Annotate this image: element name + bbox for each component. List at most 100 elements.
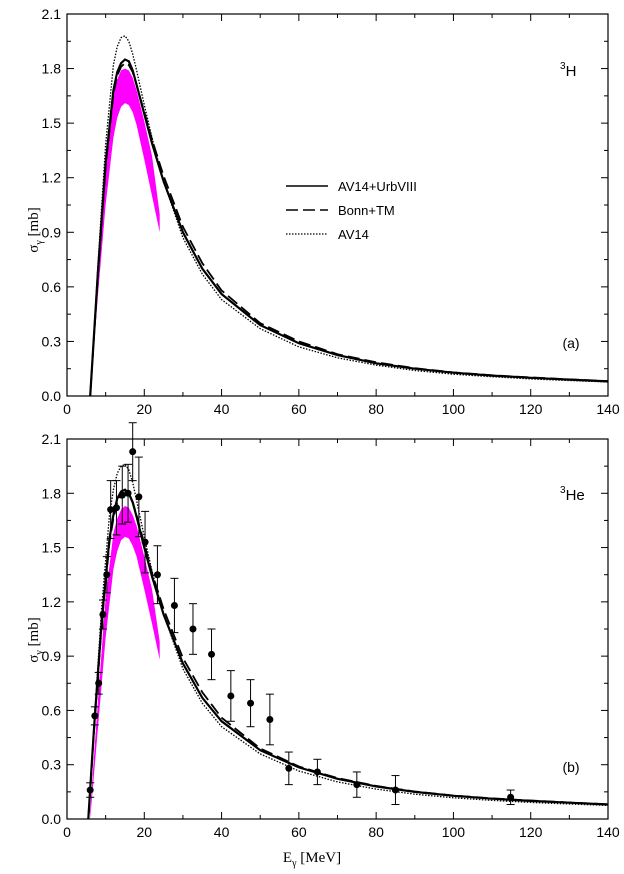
y-tick-label: 0.9 xyxy=(42,648,62,664)
y-tick-label: 0.0 xyxy=(42,388,62,404)
data-marker xyxy=(95,679,103,687)
data-point xyxy=(106,480,115,540)
y-tick-label: 1.8 xyxy=(42,61,62,77)
x-tick-label: 60 xyxy=(291,824,307,840)
curve-layer-b xyxy=(87,463,609,820)
x-tick-label: 60 xyxy=(291,401,307,417)
series-av14 xyxy=(89,34,609,397)
y-tick-label: 1.2 xyxy=(42,594,62,610)
data-marker xyxy=(112,504,120,512)
legend: AV14+UrbVIII Bonn+TM AV14 xyxy=(286,179,417,242)
series-av14 xyxy=(87,463,609,820)
data-point xyxy=(102,556,111,594)
data-marker xyxy=(170,601,178,609)
data-marker xyxy=(227,692,235,700)
nucleus-label-a: 3H xyxy=(560,61,576,80)
data-point xyxy=(124,463,133,523)
band-layer-b xyxy=(90,506,160,819)
data-marker xyxy=(153,571,161,579)
y-tick-label: 1.5 xyxy=(42,540,62,556)
data-point xyxy=(153,545,162,605)
y-axis-label-a: σγ [mb] xyxy=(26,207,45,252)
panel-a: 0 20 40 60 80 100 120 140 0.0 0.3 0.6 0.9 1.2 1.5 1.8… xyxy=(26,6,620,417)
data-marker xyxy=(103,571,111,579)
legend-label-dotted: AV14 xyxy=(338,227,369,242)
uncertainty-band xyxy=(90,506,160,819)
series-bonn-tm xyxy=(89,62,609,397)
data-point xyxy=(98,599,107,630)
x-tick-label: 120 xyxy=(519,401,543,417)
x-tick-label: 120 xyxy=(519,824,543,840)
y-tick-label: 1.2 xyxy=(42,170,62,186)
y-tick-label: 2.1 xyxy=(42,431,62,447)
data-marker xyxy=(208,650,216,658)
y-tick-label: 2.1 xyxy=(42,6,62,22)
data-marker xyxy=(135,493,143,501)
y-tick-label: 0.3 xyxy=(42,333,62,349)
tick-layer-b xyxy=(66,438,609,820)
data-point xyxy=(506,789,515,806)
data-marker xyxy=(313,768,321,776)
x-tick-labels-b: 0 20 40 60 80 100 120 140 xyxy=(63,824,620,840)
data-marker xyxy=(99,611,107,619)
data-marker xyxy=(124,489,132,497)
y-tick-label: 0.3 xyxy=(42,757,62,773)
tick-layer-a xyxy=(66,13,609,397)
data-marker xyxy=(391,786,399,794)
data-point xyxy=(86,782,95,798)
data-point xyxy=(134,456,143,538)
point-layer-b xyxy=(86,422,515,806)
data-marker xyxy=(507,793,515,801)
nucleus-label-b: 3He xyxy=(560,485,585,504)
data-marker xyxy=(141,538,149,546)
data-point xyxy=(170,577,179,634)
data-marker xyxy=(247,699,255,707)
data-point xyxy=(90,706,99,726)
data-marker xyxy=(129,448,137,456)
x-tick-label: 0 xyxy=(63,824,71,840)
data-marker xyxy=(86,786,94,794)
y-tick-label: 0.6 xyxy=(42,279,62,295)
data-point xyxy=(128,422,137,482)
data-point xyxy=(391,775,400,806)
x-tick-label: 20 xyxy=(136,401,152,417)
y-axis-label-b: σγ [mb] xyxy=(26,617,45,662)
y-tick-label: 1.8 xyxy=(42,485,62,501)
data-point xyxy=(226,670,235,722)
legend-label-solid: AV14+UrbVIII xyxy=(338,179,417,194)
data-marker xyxy=(91,712,99,720)
y-tick-label: 0.9 xyxy=(42,224,62,240)
data-marker xyxy=(266,715,274,723)
x-tick-label: 80 xyxy=(368,401,384,417)
curve-layer-a xyxy=(89,34,609,397)
x-tick-label: 100 xyxy=(442,824,466,840)
data-point xyxy=(207,628,216,681)
data-point xyxy=(118,465,127,525)
y-tick-label: 0.6 xyxy=(42,702,62,718)
y-tick-label: 0.0 xyxy=(42,811,62,827)
x-tick-label: 40 xyxy=(214,401,230,417)
x-tick-label: 0 xyxy=(63,401,71,417)
data-point xyxy=(94,671,103,695)
x-tick-label: 20 xyxy=(136,824,152,840)
legend-label-dashed: Bonn+TM xyxy=(338,203,395,218)
data-point xyxy=(284,751,293,786)
data-marker xyxy=(353,781,361,789)
data-marker xyxy=(118,491,126,499)
series-av14-urbviii xyxy=(87,488,609,820)
data-point xyxy=(246,679,255,728)
panel-label-a: (a) xyxy=(562,335,579,351)
data-point xyxy=(352,771,361,798)
data-marker xyxy=(189,625,197,633)
x-tick-label: 80 xyxy=(368,824,384,840)
x-tick-labels-a: 0 20 40 60 80 100 120 140 xyxy=(63,401,620,417)
y-tick-label: 1.5 xyxy=(42,115,62,131)
series-bonn-tm xyxy=(87,492,609,820)
panel-label-b: (b) xyxy=(562,759,579,775)
data-point xyxy=(141,510,150,574)
data-point xyxy=(265,693,274,746)
x-axis-label: Eγ [MeV] xyxy=(283,850,341,869)
x-tick-label: 100 xyxy=(442,401,466,417)
data-marker xyxy=(285,764,293,772)
